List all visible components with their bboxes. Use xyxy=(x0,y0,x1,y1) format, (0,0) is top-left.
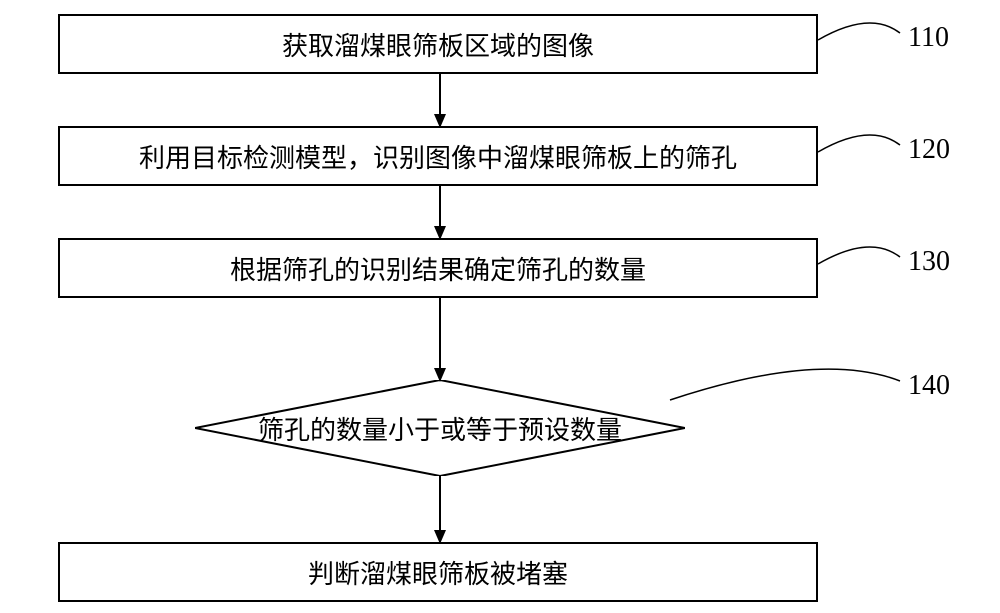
decision-140-label: 140 xyxy=(908,370,950,402)
step-120-box: 利用目标检测模型，识别图像中溜煤眼筛板上的筛孔 xyxy=(58,126,818,186)
step-110-label: 110 xyxy=(908,22,949,54)
flowchart-canvas: 获取溜煤眼筛板区域的图像 110 利用目标检测模型，识别图像中溜煤眼筛板上的筛孔… xyxy=(0,0,1000,613)
flow-arrows xyxy=(0,0,1000,613)
step-150-text: 判断溜煤眼筛板被堵塞 xyxy=(308,554,568,591)
leader-110 xyxy=(818,23,900,40)
step-130-text: 根据筛孔的识别结果确定筛孔的数量 xyxy=(230,250,646,287)
leader-120 xyxy=(818,135,900,152)
step-130-label: 130 xyxy=(908,246,950,278)
step-150-box: 判断溜煤眼筛板被堵塞 xyxy=(58,542,818,602)
step-120-text: 利用目标检测模型，识别图像中溜煤眼筛板上的筛孔 xyxy=(139,138,737,175)
step-120-label: 120 xyxy=(908,134,950,166)
step-110-box: 获取溜煤眼筛板区域的图像 xyxy=(58,14,818,74)
step-110-text: 获取溜煤眼筛板区域的图像 xyxy=(282,26,594,63)
leader-lines xyxy=(0,0,1000,613)
leader-140 xyxy=(670,369,900,400)
leader-130 xyxy=(818,247,900,264)
decision-140-box: 筛孔的数量小于或等于预设数量 xyxy=(195,380,685,476)
step-130-box: 根据筛孔的识别结果确定筛孔的数量 xyxy=(58,238,818,298)
decision-140-text: 筛孔的数量小于或等于预设数量 xyxy=(258,410,622,447)
